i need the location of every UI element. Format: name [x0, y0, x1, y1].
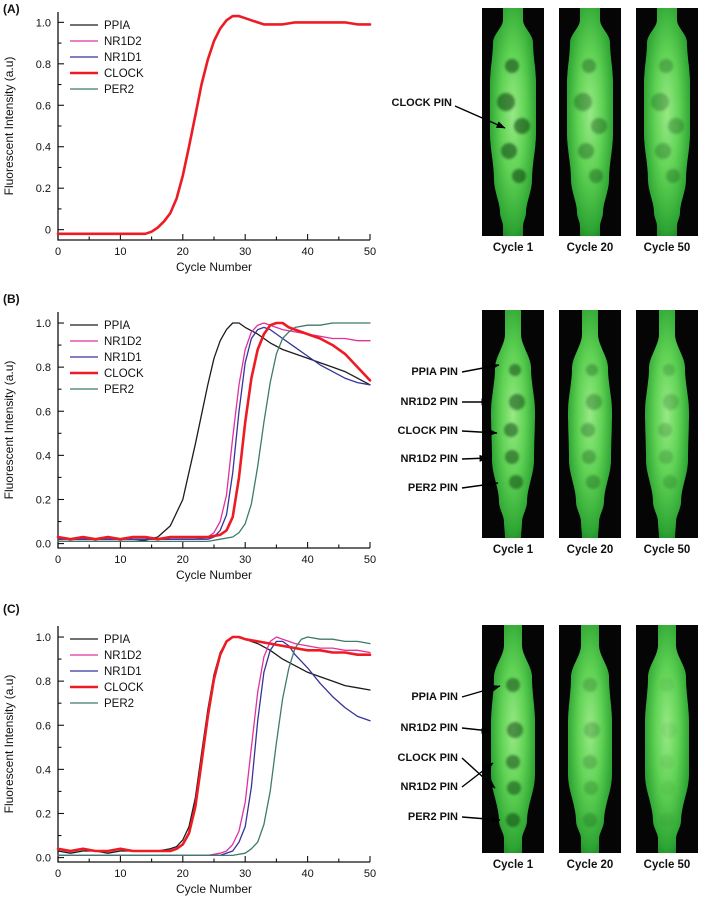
- pin-label-ppia: PPIA PIN: [411, 366, 458, 378]
- fluorescence-image-b-cycle50: [636, 310, 698, 538]
- image-caption: Cycle 20: [566, 544, 614, 556]
- image-caption: Cycle 50: [643, 242, 691, 254]
- svg-text:0.4: 0.4: [36, 764, 51, 776]
- svg-text:0.6: 0.6: [36, 100, 51, 112]
- pin-label-nr1d2-2: NR1D2 PIN: [400, 781, 458, 793]
- svg-text:30: 30: [239, 868, 251, 880]
- svg-text:10: 10: [114, 246, 126, 258]
- fluorescence-image-c-cycle1: [482, 625, 544, 853]
- image-caption: Cycle 1: [492, 544, 534, 556]
- svg-text:Fluorescent Intensity (a.u): Fluorescent Intensity (a.u): [2, 675, 16, 814]
- svg-text:PER2: PER2: [104, 698, 134, 710]
- svg-text:Cycle Number: Cycle Number: [176, 260, 252, 274]
- svg-text:PPIA: PPIA: [104, 320, 131, 332]
- svg-text:20: 20: [177, 246, 189, 258]
- pin-label-nr1d2: NR1D2 PIN: [400, 722, 458, 734]
- image-caption: Cycle 1: [492, 859, 534, 871]
- pin-label-clock: CLOCK PIN: [397, 752, 459, 764]
- svg-text:0.8: 0.8: [36, 59, 51, 71]
- svg-text:CLOCK: CLOCK: [104, 368, 144, 380]
- svg-text:NR1D2: NR1D2: [104, 650, 142, 662]
- svg-text:PPIA: PPIA: [104, 20, 131, 32]
- svg-text:0.6: 0.6: [36, 406, 51, 418]
- svg-text:0: 0: [55, 868, 61, 880]
- fluorescence-image-c-cycle20: [559, 625, 621, 853]
- svg-text:Fluorescent Intensity (a.u): Fluorescent Intensity (a.u): [2, 57, 16, 196]
- fluorescence-image-a-cycle50: [636, 8, 698, 236]
- svg-text:40: 40: [301, 868, 313, 880]
- svg-text:50: 50: [364, 246, 376, 258]
- svg-text:0.6: 0.6: [36, 720, 51, 732]
- pin-label-clock: CLOCK PIN: [397, 425, 459, 437]
- svg-text:PER2: PER2: [104, 84, 134, 96]
- line-chart-c: 0 10 20 30 40 50 0.0 0.2 0.4 0.6 0.8 1.0 Cycle Numbe…: [2, 626, 376, 896]
- svg-text:Cycle Number: Cycle Number: [176, 882, 252, 896]
- svg-text:Cycle Number: Cycle Number: [176, 568, 252, 582]
- svg-text:50: 50: [364, 554, 376, 566]
- pin-label-per2: PER2 PIN: [407, 482, 458, 494]
- svg-text:NR1D2: NR1D2: [104, 336, 142, 348]
- svg-text:10: 10: [114, 868, 126, 880]
- svg-text:Fluorescent Intensity (a.u): Fluorescent Intensity (a.u): [2, 361, 16, 500]
- line-chart-b: 0 10 20 30 40 50 0.0 0.2 0.4 0.6 0.8 1.0 Cycle Numbe…: [2, 312, 376, 582]
- image-caption: Cycle 1: [492, 242, 534, 254]
- svg-text:20: 20: [177, 554, 189, 566]
- svg-text:1.0: 1.0: [36, 17, 51, 29]
- pin-label-per2: PER2 PIN: [407, 811, 458, 823]
- image-caption: Cycle 50: [643, 859, 691, 871]
- svg-text:0.2: 0.2: [36, 494, 51, 506]
- svg-text:0: 0: [45, 225, 51, 237]
- svg-text:CLOCK: CLOCK: [104, 682, 144, 694]
- svg-text:0: 0: [55, 246, 61, 258]
- pin-label-clock: CLOCK PIN: [391, 97, 453, 109]
- pin-label-nr1d2-2: NR1D2 PIN: [400, 453, 458, 465]
- svg-text:0.2: 0.2: [36, 808, 51, 820]
- panel-b: (B) 0 10 20 30 40 50 0.0 0.2 0.4 0.6 0.8 1.0 Cycle N…: [0, 292, 709, 602]
- svg-text:50: 50: [364, 868, 376, 880]
- svg-text:PER2: PER2: [104, 384, 134, 396]
- svg-text:0.8: 0.8: [36, 676, 51, 688]
- svg-text:0.0: 0.0: [36, 539, 51, 551]
- svg-text:0.2: 0.2: [36, 183, 51, 195]
- fluorescence-image-a-cycle20: [559, 8, 621, 236]
- image-caption: Cycle 20: [566, 859, 614, 871]
- fluorescence-image-a-cycle1: [482, 8, 544, 236]
- line-chart-a: 0 10 20 30 40 50 0 0.2 0.4 0.6 0.8 1.0 Cycle Number F…: [2, 12, 376, 274]
- svg-text:30: 30: [239, 554, 251, 566]
- panel-a-letter: (A): [3, 2, 20, 16]
- svg-text:0.4: 0.4: [36, 142, 51, 154]
- svg-text:NR1D1: NR1D1: [104, 52, 142, 64]
- fluorescence-image-c-cycle50: [636, 625, 698, 853]
- svg-text:0.0: 0.0: [36, 853, 51, 865]
- svg-text:PPIA: PPIA: [104, 634, 131, 646]
- svg-text:40: 40: [301, 246, 313, 258]
- pin-label-nr1d2: NR1D2 PIN: [400, 396, 458, 408]
- fluorescence-image-b-cycle20: [559, 310, 621, 538]
- svg-text:10: 10: [114, 554, 126, 566]
- panel-c: (C) 0 10 20 30 40 50 0.0 0.2 0.4 0.6 0.8 1.0 Cycle N…: [0, 602, 709, 912]
- fluorescence-image-b-cycle1: [482, 310, 544, 538]
- image-caption: Cycle 20: [566, 242, 614, 254]
- svg-text:1.0: 1.0: [36, 632, 51, 644]
- svg-text:1.0: 1.0: [36, 318, 51, 330]
- svg-text:NR1D1: NR1D1: [104, 666, 142, 678]
- svg-text:CLOCK: CLOCK: [104, 68, 144, 80]
- svg-text:0: 0: [55, 554, 61, 566]
- svg-text:0.8: 0.8: [36, 362, 51, 374]
- svg-text:0.4: 0.4: [36, 450, 51, 462]
- panel-b-letter: (B): [3, 292, 20, 306]
- svg-text:30: 30: [239, 246, 251, 258]
- svg-text:NR1D2: NR1D2: [104, 36, 142, 48]
- svg-text:20: 20: [177, 868, 189, 880]
- svg-text:40: 40: [301, 554, 313, 566]
- pin-label-ppia: PPIA PIN: [411, 691, 458, 703]
- svg-text:NR1D1: NR1D1: [104, 352, 142, 364]
- panel-c-letter: (C): [3, 602, 20, 616]
- image-caption: Cycle 50: [643, 544, 691, 556]
- panel-a: (A) 0 10 20 30 40 50 0 0.2 0.4 0.6 0.8 1.0 Cycle Num…: [0, 0, 709, 292]
